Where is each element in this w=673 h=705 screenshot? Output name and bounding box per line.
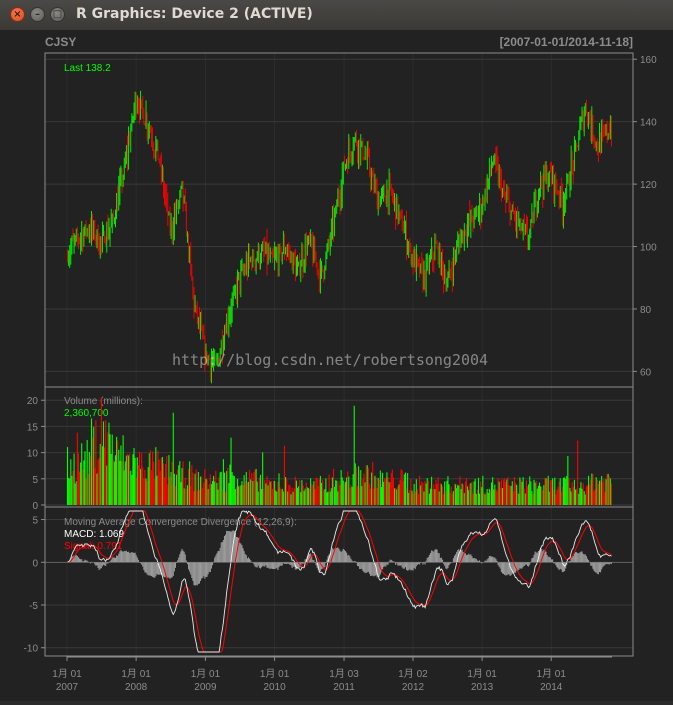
- x-tick-label: 1月 01: [467, 668, 497, 680]
- x-tick-year-label: 2007: [56, 682, 79, 693]
- x-tick-year-label: 2012: [402, 682, 425, 693]
- window-titlebar: × – □ R Graphics: Device 2 (ACTIVE): [0, 0, 673, 31]
- x-axis: 1月 01 2007 1月 01 2008 1月 01 2009 1月 01 2010 1月 0…: [52, 656, 612, 693]
- x-tick-label: 1月 02: [398, 668, 428, 680]
- chart-frame: [44, 52, 634, 657]
- volume-tick-label: 20: [27, 396, 39, 407]
- volume-last: 2,360,700: [64, 408, 109, 419]
- price-tick-label: 80: [640, 305, 652, 316]
- graphics-canvas: CJSY [2007-01-01/2014-11-18] Last 138.2 …: [0, 30, 673, 701]
- x-tick-label: 1月 01: [260, 668, 290, 680]
- last-price-label: Last 138.2: [64, 63, 111, 74]
- volume-tick-label: 10: [27, 449, 39, 460]
- signal-value: Signal: 0.791: [64, 541, 123, 552]
- x-tick-label: 1月 01: [52, 668, 82, 680]
- x-tick-year-label: 2014: [540, 682, 563, 693]
- price-tick-label: 100: [640, 243, 657, 254]
- x-tick-year-label: 2010: [263, 682, 286, 693]
- macd-tick-label: -5: [29, 601, 38, 612]
- x-tick-label: 1月 01: [536, 668, 566, 680]
- volume-tick-label: 15: [27, 422, 39, 433]
- volume-tick-label: 5: [32, 475, 38, 486]
- stock-chart: CJSY [2007-01-01/2014-11-18] Last 138.2 …: [24, 35, 658, 693]
- macd-value: MACD: 1.069: [64, 529, 124, 540]
- x-tick-label: 1月 03: [329, 668, 359, 680]
- macd-tick-label: 5: [32, 516, 38, 527]
- volume-tick-label: 0: [32, 501, 38, 512]
- macd-y-ticks: -10 -5 0 5: [24, 516, 45, 655]
- x-tick-year-label: 2008: [125, 682, 148, 693]
- panel-frames: [44, 52, 634, 657]
- x-tick-label: 1月 01: [121, 668, 151, 680]
- macd-tick-label: 0: [32, 558, 38, 569]
- volume-title: Volume (millions):: [64, 396, 143, 407]
- price-tick-label: 120: [640, 180, 657, 191]
- window-title: R Graphics: Device 2 (ACTIVE): [76, 6, 313, 22]
- close-window-button[interactable]: ×: [10, 7, 25, 22]
- volume-y-ticks: 0 5 10 15 20: [27, 396, 45, 512]
- maximize-window-button[interactable]: □: [50, 7, 65, 22]
- x-tick-year-label: 2011: [333, 682, 355, 693]
- macd-line: [67, 510, 612, 653]
- price-tick-label: 60: [640, 367, 652, 378]
- x-tick-year-label: 2013: [471, 682, 494, 693]
- date-range-label: [2007-01-01/2014-11-18]: [500, 35, 633, 49]
- watermark: http://blog.csdn.net/robertsong2004: [172, 351, 488, 369]
- macd-title: Moving Average Convergence Divergence (1…: [64, 517, 297, 528]
- price-tick-label: 140: [640, 118, 657, 129]
- volume-bars: [66, 397, 613, 505]
- x-tick-year-label: 2009: [194, 682, 217, 693]
- symbol-label: CJSY: [45, 35, 76, 49]
- x-tick-label: 1月 01: [191, 668, 221, 680]
- signal-line: [67, 510, 612, 653]
- macd-lines: [45, 510, 633, 653]
- price-y-ticks: 60 80 100 120 140 160: [633, 55, 657, 378]
- minimize-window-button[interactable]: –: [30, 7, 45, 22]
- price-candles: [67, 90, 612, 384]
- macd-tick-label: -10: [24, 644, 39, 655]
- price-tick-label: 160: [640, 55, 657, 66]
